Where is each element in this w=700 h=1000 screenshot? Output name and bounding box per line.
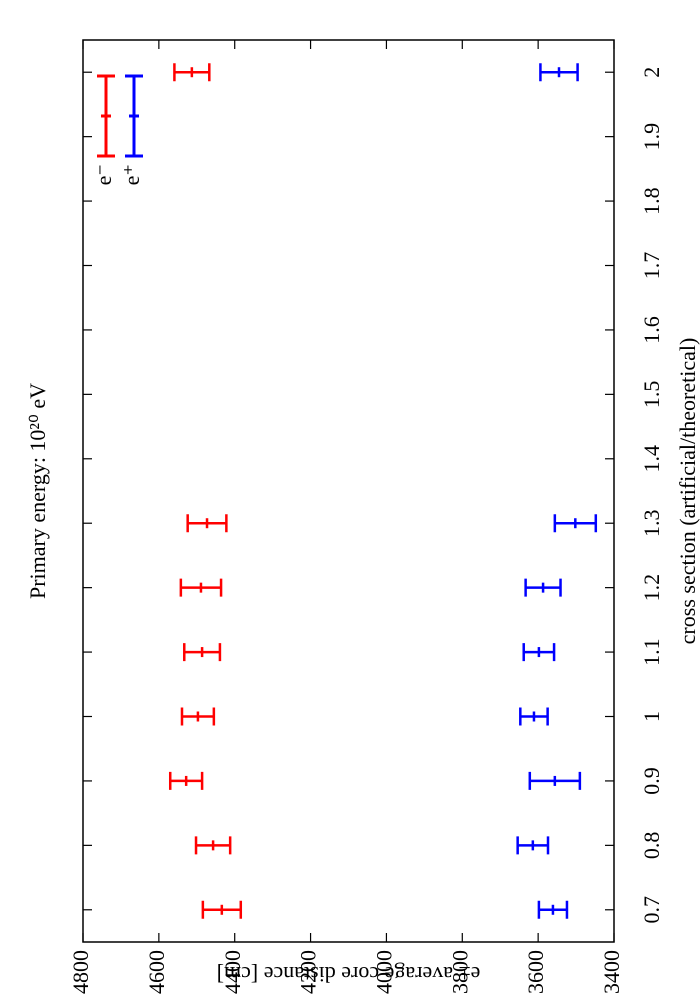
x-tick-label: 1.9 [639, 123, 664, 151]
x-tick-label: 1.5 [639, 381, 664, 409]
x-tick-label: 1.1 [639, 638, 664, 666]
rotated-plot: Primary energy: 10²⁰ eV cross section (ar… [25, 39, 700, 994]
chart-title: Primary energy: 10²⁰ eV [25, 383, 50, 599]
plot-frame [82, 39, 615, 943]
y-tick-label: 4600 [144, 950, 169, 994]
x-tick-label: 0.9 [639, 767, 664, 795]
y-tick-label: 4400 [220, 950, 245, 994]
x-axis-label: cross section (artificial/theoretical) [675, 338, 700, 645]
x-tick-label: 1.6 [639, 316, 664, 344]
x-tick-label: 1 [639, 711, 664, 722]
x-tick-label: 1.2 [639, 574, 664, 602]
x-tick-label: 0.8 [639, 832, 664, 860]
y-tick-label: 4800 [68, 950, 93, 994]
x-tick-label: 1.8 [639, 187, 664, 215]
y-tick-label: 4000 [371, 950, 396, 994]
y-axis-label: e± average core distance [cm] [217, 962, 481, 987]
x-tick-label: 1.4 [639, 445, 664, 473]
x-tick-label: 0.7 [639, 896, 664, 924]
y-tick-label: 3800 [447, 950, 472, 994]
y-tick-label: 3400 [599, 950, 624, 994]
y-tick-label: 3600 [523, 950, 548, 994]
x-tick-label: 2 [639, 67, 664, 78]
legend-swatch [125, 74, 143, 158]
y-tick-label: 4200 [296, 950, 321, 994]
legend-label: e⁻ [91, 164, 116, 185]
legend-label: e⁺ [119, 164, 144, 185]
x-tick-label: 1.7 [639, 252, 664, 280]
x-tick-label: 1.3 [639, 509, 664, 537]
legend-swatch [97, 74, 115, 158]
